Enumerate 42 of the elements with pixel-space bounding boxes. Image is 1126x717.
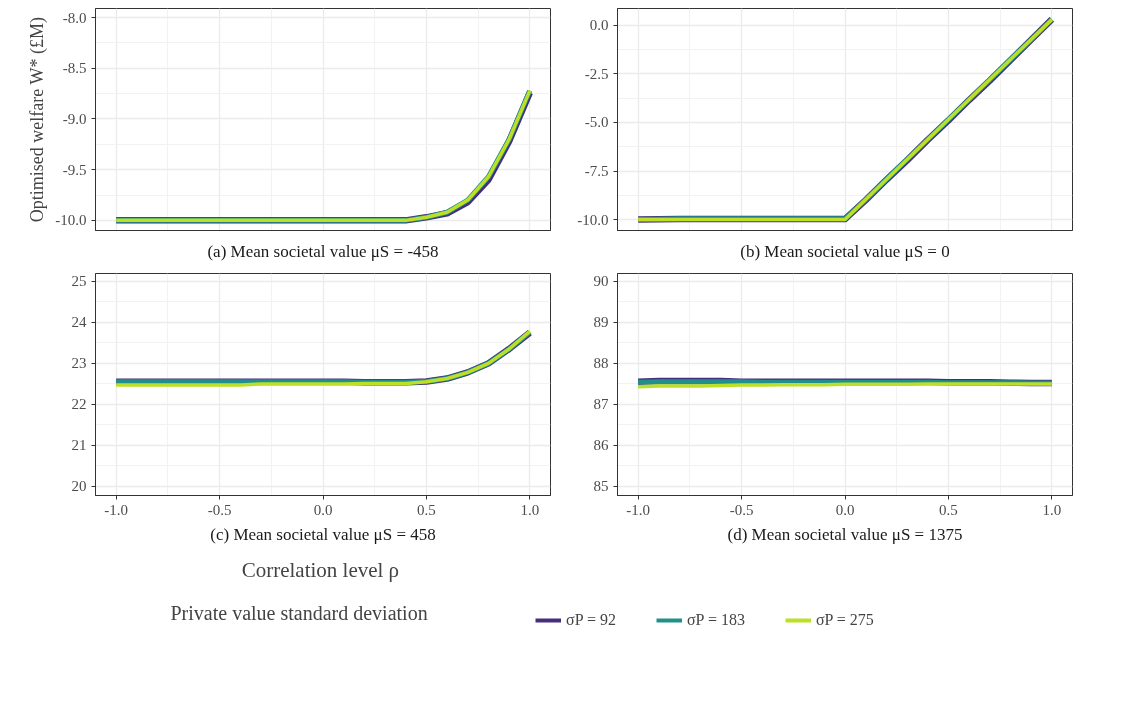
y-tick-label: 90 — [593, 273, 609, 290]
x-axis-title: Correlation level ρ — [241, 557, 400, 582]
x-tick-label: -1.0 — [626, 501, 651, 518]
y-tick-label: 88 — [593, 355, 609, 372]
x-tick-label: 0.0 — [313, 501, 333, 518]
x-tick-label: 0.5 — [417, 501, 436, 518]
y-tick-label: 0.0 — [589, 17, 609, 34]
y-tick-label: -8.0 — [62, 9, 87, 26]
legend-title: Private value standard deviation — [170, 601, 428, 624]
y-tick-label: 24 — [71, 314, 87, 331]
y-tick-label: 85 — [593, 478, 609, 495]
y-tick-label: -9.0 — [62, 110, 87, 127]
text: (c) Mean societal value μS = 458 — [210, 524, 436, 544]
x-tick-label: 0.5 — [939, 501, 958, 518]
x-tick-label: 1.0 — [520, 501, 540, 518]
legend-label: σP = 275 — [815, 611, 874, 629]
y-tick-label: 21 — [71, 437, 87, 454]
y-tick-label: 87 — [593, 396, 609, 413]
text: (d) Mean societal value μS = 1375 — [727, 524, 963, 544]
y-tick-label: 89 — [593, 314, 609, 331]
y-tick-label: 22 — [71, 396, 87, 413]
y-tick-label: -10.0 — [577, 211, 609, 228]
y-tick-label: 20 — [71, 478, 87, 495]
y-tick-label: -5.0 — [584, 114, 609, 131]
x-tick-label: 1.0 — [1042, 501, 1062, 518]
y-tick-label: -8.5 — [62, 60, 87, 77]
x-tick-label: 0.0 — [835, 501, 855, 518]
x-tick-label: -1.0 — [104, 501, 129, 518]
x-tick-label: -0.5 — [729, 501, 754, 518]
text: (a) Mean societal value μS = -458 — [207, 241, 439, 261]
y-tick-label: 86 — [593, 437, 609, 454]
legend-label: σP = 183 — [686, 611, 745, 629]
y-tick-label: -10.0 — [55, 212, 87, 229]
y-tick-label: 23 — [71, 355, 87, 372]
y-tick-label: -7.5 — [584, 163, 609, 180]
x-tick-label: -0.5 — [207, 501, 232, 518]
y-axis-title: Optimised welfare W* (£M) — [27, 17, 49, 223]
legend-label: σP = 92 — [566, 611, 616, 629]
text: (b) Mean societal value μS = 0 — [740, 241, 950, 261]
y-tick-label: -2.5 — [584, 65, 609, 82]
y-tick-label: 25 — [71, 273, 87, 290]
y-tick-label: -9.5 — [62, 161, 87, 178]
